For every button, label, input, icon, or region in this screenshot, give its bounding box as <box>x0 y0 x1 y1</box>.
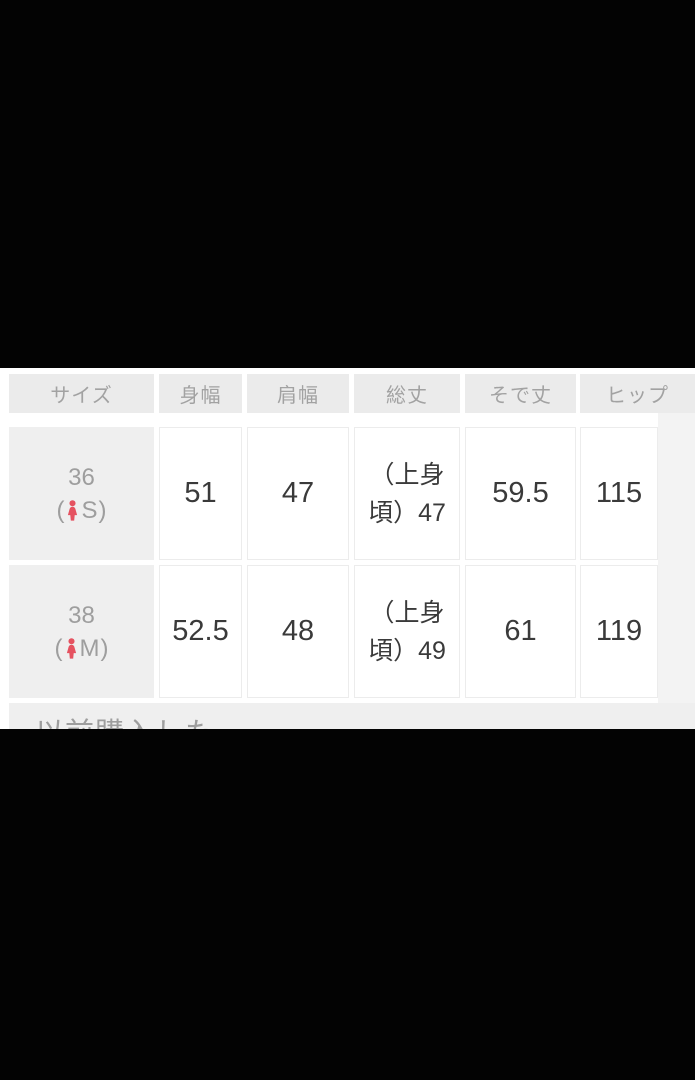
total-length-value: （上身 頃）49 <box>354 565 460 698</box>
paren-close: ) <box>98 496 107 524</box>
header-cell-size: サイズ <box>9 374 154 413</box>
shoulder-width-value: 47 <box>247 427 349 560</box>
header-cell-sleeve-length: そで丈 <box>465 374 576 413</box>
person-icon <box>68 499 78 521</box>
top-letterbox <box>0 0 695 368</box>
person-icon <box>66 637 76 659</box>
size-letter: S <box>81 496 98 524</box>
header-cell-total-length: 総丈 <box>354 374 460 413</box>
table-row-previously-purchased: 以前購入した <box>9 703 695 729</box>
size-label-cell: 38 ( M ) <box>9 565 154 698</box>
body-width-value: 51 <box>159 427 242 560</box>
total-length-line1: （上身 <box>369 460 445 489</box>
body-width-value: 52.5 <box>159 565 242 698</box>
paren-open: ( <box>56 496 65 524</box>
table-scroll-fade <box>658 413 695 729</box>
header-cell-body-width: 身幅 <box>159 374 242 413</box>
total-length-value: （上身 頃）47 <box>354 427 460 560</box>
paren-open: ( <box>54 634 63 662</box>
hip-value: 115 <box>580 427 658 560</box>
header-cell-shoulder-width: 肩幅 <box>247 374 349 413</box>
previously-purchased-label: 以前購入した <box>9 710 241 729</box>
size-chart-table[interactable]: サイズ 身幅 肩幅 総丈 そで丈 ヒップ 36 ( S <box>0 368 695 729</box>
total-length-line1: （上身 <box>369 598 445 627</box>
total-length-line2: 頃）47 <box>368 498 446 527</box>
size-label-cell: 36 ( S ) <box>9 427 154 560</box>
size-number: 38 <box>68 601 95 629</box>
size-letter-line: ( S ) <box>56 494 106 527</box>
shoulder-width-value: 48 <box>247 565 349 698</box>
size-letter: M <box>79 634 100 662</box>
header-cell-hip: ヒップ <box>580 374 695 413</box>
size-letter-line: ( M ) <box>55 632 109 665</box>
size-number: 36 <box>68 463 95 491</box>
sleeve-length-value: 59.5 <box>465 427 576 560</box>
hip-value: 119 <box>580 565 658 698</box>
total-length-line2: 頃）49 <box>368 636 446 665</box>
paren-close: ) <box>100 634 109 662</box>
bottom-letterbox <box>0 729 695 1080</box>
sleeve-length-value: 61 <box>465 565 576 698</box>
